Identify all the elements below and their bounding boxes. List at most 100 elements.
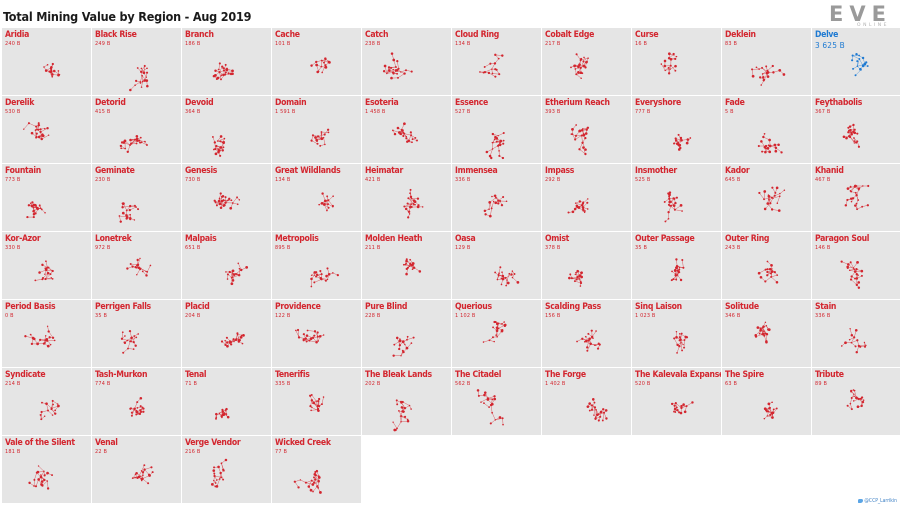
region-value: 378 B <box>545 245 561 251</box>
solar-system-dot <box>595 408 597 411</box>
solar-system-dot <box>392 421 394 423</box>
region-map <box>568 269 583 287</box>
solar-system-dot <box>576 269 580 273</box>
solar-system-dot <box>314 470 317 474</box>
solar-system-dot <box>497 202 500 205</box>
stargate-link <box>850 279 857 286</box>
region-value: 0 B <box>5 313 14 319</box>
stargate-link <box>682 259 684 268</box>
solar-system-dot <box>605 417 608 420</box>
solar-system-dot <box>226 341 229 344</box>
region-name: Outer Ring <box>725 234 770 244</box>
region-tile-oasa: Oasa 129 B <box>452 232 541 299</box>
solar-system-dot <box>505 284 508 287</box>
solar-system-dot <box>855 53 858 56</box>
solar-system-dot <box>494 201 498 205</box>
stargate-link <box>328 200 334 207</box>
solar-system-dot <box>500 329 504 333</box>
region-tile-kador: Kador 645 B <box>722 164 811 231</box>
solar-system-dot <box>578 278 581 280</box>
stargate-link <box>505 280 508 286</box>
solar-system-dot <box>586 349 589 352</box>
solar-system-dot <box>584 66 587 69</box>
region-value: 530 B <box>5 109 21 115</box>
solar-system-dot <box>851 59 854 62</box>
solar-system-dot <box>678 271 681 273</box>
solar-system-dot <box>760 140 763 143</box>
solar-system-dot <box>215 78 218 81</box>
solar-system-dot <box>407 210 411 213</box>
solar-system-dot <box>767 194 770 196</box>
solar-system-dot <box>43 415 46 417</box>
solar-system-dot <box>511 276 514 279</box>
stargate-link <box>314 279 322 283</box>
solar-system-dot <box>218 62 221 65</box>
solar-system-dot <box>848 339 851 341</box>
solar-system-dot <box>133 407 136 411</box>
solar-system-dot <box>675 330 678 333</box>
solar-system-dot <box>217 465 220 469</box>
region-value: 89 B <box>815 381 828 387</box>
solar-system-dot <box>410 408 412 410</box>
region-map <box>392 122 419 144</box>
region-value: 520 B <box>635 381 651 387</box>
solar-system-dot <box>416 205 420 209</box>
solar-system-dot <box>131 265 134 268</box>
region-tile-perrigen-falls: Perrigen Falls 35 B <box>92 300 181 367</box>
solar-system-dot <box>494 419 497 421</box>
solar-system-dot <box>766 202 770 205</box>
region-map <box>28 465 53 490</box>
credit-handle: @CCP_Larrikin <box>864 498 897 504</box>
solar-system-dot <box>853 184 857 188</box>
region-name: Period Basis <box>5 302 56 312</box>
region-tile-detorid: Detorid 415 B <box>92 96 181 163</box>
solar-system-dot <box>674 64 677 68</box>
solar-system-dot <box>390 76 393 80</box>
region-tile-the-kalevala-expanse: The Kalevala Expanse 520 B <box>632 368 721 435</box>
solar-system-dot <box>853 393 855 395</box>
region-tile-providence: Providence 122 B <box>272 300 361 367</box>
solar-system-dot <box>676 408 679 412</box>
stargate-link <box>45 273 51 280</box>
solar-system-dot <box>410 205 413 208</box>
solar-system-dot <box>678 268 681 271</box>
solar-system-dot <box>571 127 574 131</box>
solar-system-dot <box>50 277 53 279</box>
solar-system-dot <box>227 199 229 201</box>
solar-system-dot <box>139 81 142 83</box>
solar-system-dot <box>578 200 582 203</box>
solar-system-dot <box>49 273 52 276</box>
solar-system-dot <box>853 268 856 271</box>
solar-system-dot <box>771 64 774 68</box>
solar-system-dot <box>212 74 216 78</box>
region-tile-pure-blind: Pure Blind 228 B <box>362 300 451 367</box>
solar-system-dot <box>310 277 313 281</box>
solar-system-dot <box>135 410 139 414</box>
solar-system-dot <box>26 215 29 219</box>
solar-system-dot <box>673 269 677 272</box>
solar-system-dot <box>488 208 490 210</box>
solar-system-dot <box>320 133 323 135</box>
solar-system-dot <box>141 471 145 474</box>
solar-system-dot <box>494 271 497 274</box>
solar-system-dot <box>34 204 37 207</box>
solar-system-dot <box>766 75 770 78</box>
region-value: 71 B <box>185 381 198 387</box>
solar-system-dot <box>586 208 589 210</box>
stargate-link <box>140 268 147 272</box>
stargate-link <box>576 54 581 61</box>
region-value: 63 B <box>725 381 738 387</box>
stargate-link <box>587 343 591 351</box>
solar-system-dot <box>678 144 681 147</box>
solar-system-dot <box>305 334 309 337</box>
region-map <box>763 401 778 420</box>
solar-system-dot <box>495 68 498 71</box>
solar-system-dot <box>126 267 129 270</box>
solar-system-dot <box>125 209 128 212</box>
solar-system-dot <box>411 268 414 271</box>
region-value: 122 B <box>275 313 291 319</box>
solar-system-dot <box>319 144 322 147</box>
stargate-link <box>47 481 49 489</box>
region-name: Molden Heath <box>365 234 423 244</box>
solar-system-dot <box>51 414 54 416</box>
